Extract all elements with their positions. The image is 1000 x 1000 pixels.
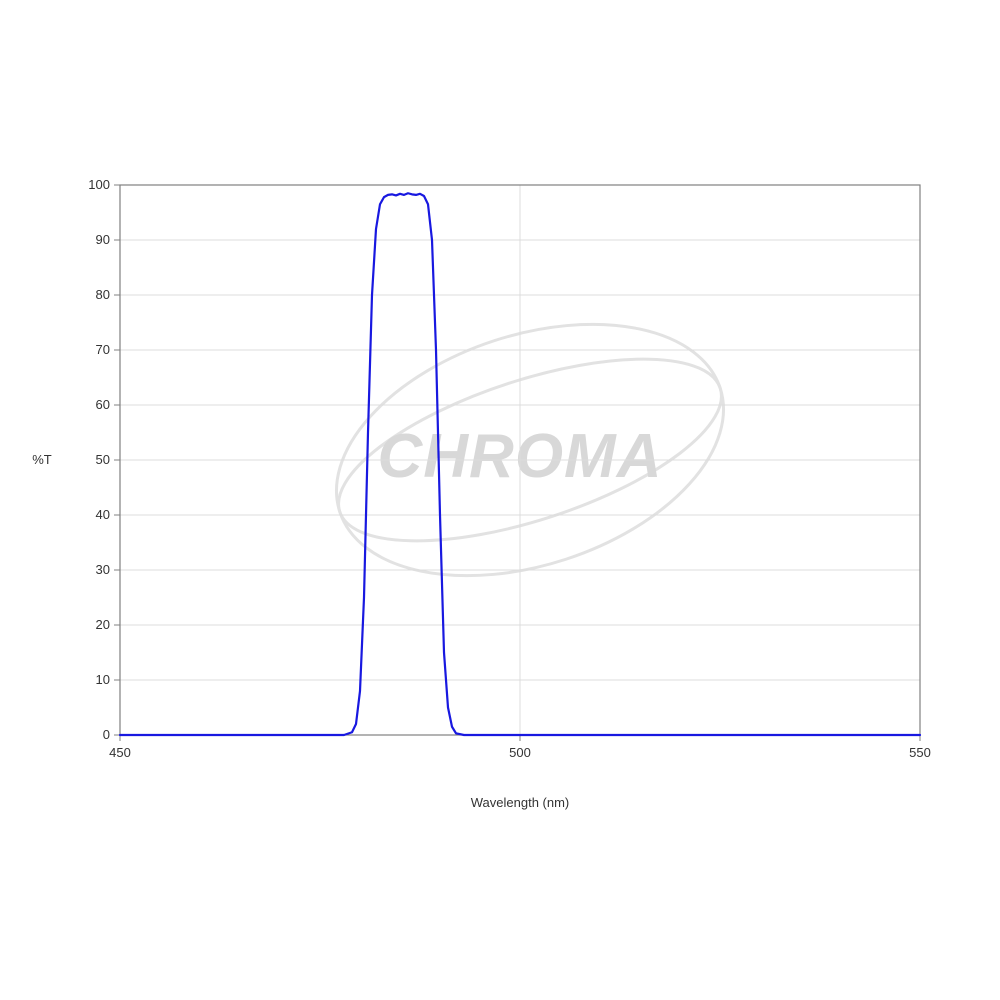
x-tick-label: 550: [909, 745, 931, 760]
y-tick-label: 70: [96, 342, 110, 357]
transmission-chart: CHROMA0102030405060708090100450500550%TW…: [0, 0, 1000, 1000]
x-tick-label: 500: [509, 745, 531, 760]
y-tick-label: 60: [96, 397, 110, 412]
y-tick-label: 20: [96, 617, 110, 632]
y-tick-label: 40: [96, 507, 110, 522]
y-tick-label: 90: [96, 232, 110, 247]
y-tick-label: 0: [103, 727, 110, 742]
y-tick-label: 100: [88, 177, 110, 192]
y-tick-label: 30: [96, 562, 110, 577]
x-axis-label: Wavelength (nm): [471, 795, 570, 810]
y-tick-label: 10: [96, 672, 110, 687]
y-tick-label: 80: [96, 287, 110, 302]
chart-svg: CHROMA0102030405060708090100450500550%TW…: [0, 0, 1000, 1000]
y-tick-label: 50: [96, 452, 110, 467]
x-tick-label: 450: [109, 745, 131, 760]
y-axis-label: %T: [32, 452, 52, 467]
